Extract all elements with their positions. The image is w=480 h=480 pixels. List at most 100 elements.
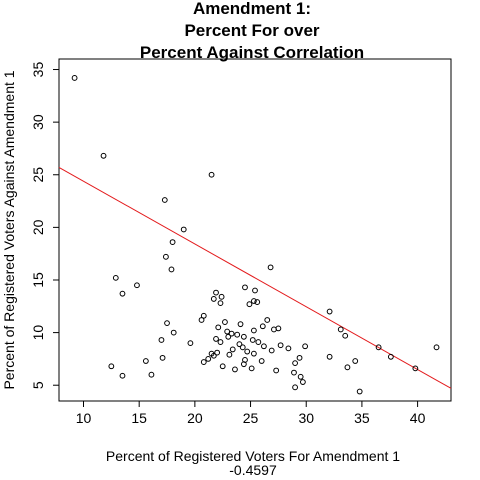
data-point [119, 290, 126, 297]
data-point [246, 301, 253, 308]
data-point [214, 349, 221, 356]
data-point [248, 365, 255, 372]
data-point [159, 354, 166, 361]
data-point [356, 388, 363, 395]
data-point [296, 354, 303, 361]
data-points [71, 75, 440, 395]
data-point [254, 299, 261, 305]
data-point [267, 264, 274, 271]
data-point [187, 340, 194, 347]
x-tick-label: 10 [76, 410, 92, 426]
data-point [285, 345, 292, 352]
regression-line [58, 166, 452, 389]
data-point [164, 320, 170, 327]
y-tick-label: 30 [30, 114, 46, 130]
x-tick-label: 25 [243, 410, 259, 426]
data-point [240, 333, 247, 340]
data-point [292, 384, 298, 391]
data-point [249, 337, 256, 343]
data-point [277, 342, 284, 349]
data-point [158, 337, 165, 343]
data-point [326, 353, 333, 360]
data-point [297, 373, 304, 380]
data-point [240, 361, 247, 368]
data-point [210, 296, 217, 302]
data-point [302, 343, 309, 350]
data-point [213, 336, 219, 342]
data-point [108, 363, 115, 370]
data-point [259, 323, 266, 330]
data-point [100, 152, 107, 159]
data-point [252, 287, 258, 294]
correlation-subtitle: -0.4597 [229, 462, 277, 478]
data-point [342, 332, 349, 339]
data-point [291, 369, 297, 376]
data-point [222, 319, 228, 325]
y-axis-label: Percent of Registered Voters Against Ame… [1, 70, 17, 389]
data-point [134, 282, 140, 289]
data-point [242, 284, 248, 291]
data-point [213, 289, 219, 296]
data-point [200, 359, 207, 365]
data-point [264, 317, 271, 323]
data-point [119, 372, 126, 379]
data-point [234, 331, 241, 338]
data-point [112, 274, 119, 281]
y-tick-label: 20 [30, 219, 46, 235]
data-point [273, 367, 280, 374]
data-point [387, 353, 394, 360]
data-point [168, 266, 175, 273]
data-point [250, 298, 257, 304]
x-tick-label: 15 [131, 410, 147, 426]
data-point [236, 341, 243, 348]
data-point [271, 326, 277, 333]
data-point [292, 360, 298, 367]
data-point [344, 364, 351, 371]
data-point [218, 293, 225, 300]
data-point [198, 317, 205, 323]
data-point [337, 326, 344, 333]
data-point [219, 363, 226, 370]
data-point [375, 344, 382, 351]
data-point [268, 347, 275, 354]
y-tick-label: 5 [30, 381, 46, 389]
y-tick-label: 25 [30, 167, 46, 183]
y-tick-label: 15 [30, 272, 46, 288]
data-point [205, 356, 212, 362]
data-point [255, 339, 262, 345]
data-point [239, 344, 246, 351]
data-point [217, 339, 224, 345]
data-point [142, 358, 149, 364]
y-tick-label: 35 [30, 62, 46, 78]
data-point [169, 239, 176, 246]
data-point [210, 352, 217, 359]
data-point [163, 253, 169, 260]
y-tick-label: 10 [30, 325, 46, 341]
data-point [228, 330, 235, 337]
data-point [71, 75, 78, 81]
x-axis-label: Percent of Registered Voters For Amendme… [106, 448, 400, 464]
data-point [326, 308, 333, 315]
data-point [232, 366, 238, 373]
data-point [170, 329, 177, 336]
data-point [208, 171, 215, 178]
data-point [226, 351, 233, 358]
title-line-3: Percent Against Correlation [140, 43, 364, 62]
data-point [244, 348, 251, 355]
data-point [215, 324, 222, 331]
data-point [229, 346, 236, 353]
data-point [224, 328, 231, 335]
x-tick-label: 40 [410, 410, 426, 426]
data-point [412, 365, 419, 372]
data-point [217, 300, 224, 307]
data-point [250, 327, 257, 334]
x-tick-label: 30 [298, 410, 314, 426]
data-point [161, 197, 168, 203]
data-point [237, 321, 244, 328]
data-point [148, 371, 155, 378]
x-tick-label: 20 [187, 410, 203, 426]
title-line-2: Percent For over [184, 21, 319, 40]
title-line-1: Amendment 1: [193, 0, 311, 18]
chart-title: Amendment 1: Percent For over Percent Ag… [140, 0, 364, 62]
data-point [258, 358, 265, 364]
